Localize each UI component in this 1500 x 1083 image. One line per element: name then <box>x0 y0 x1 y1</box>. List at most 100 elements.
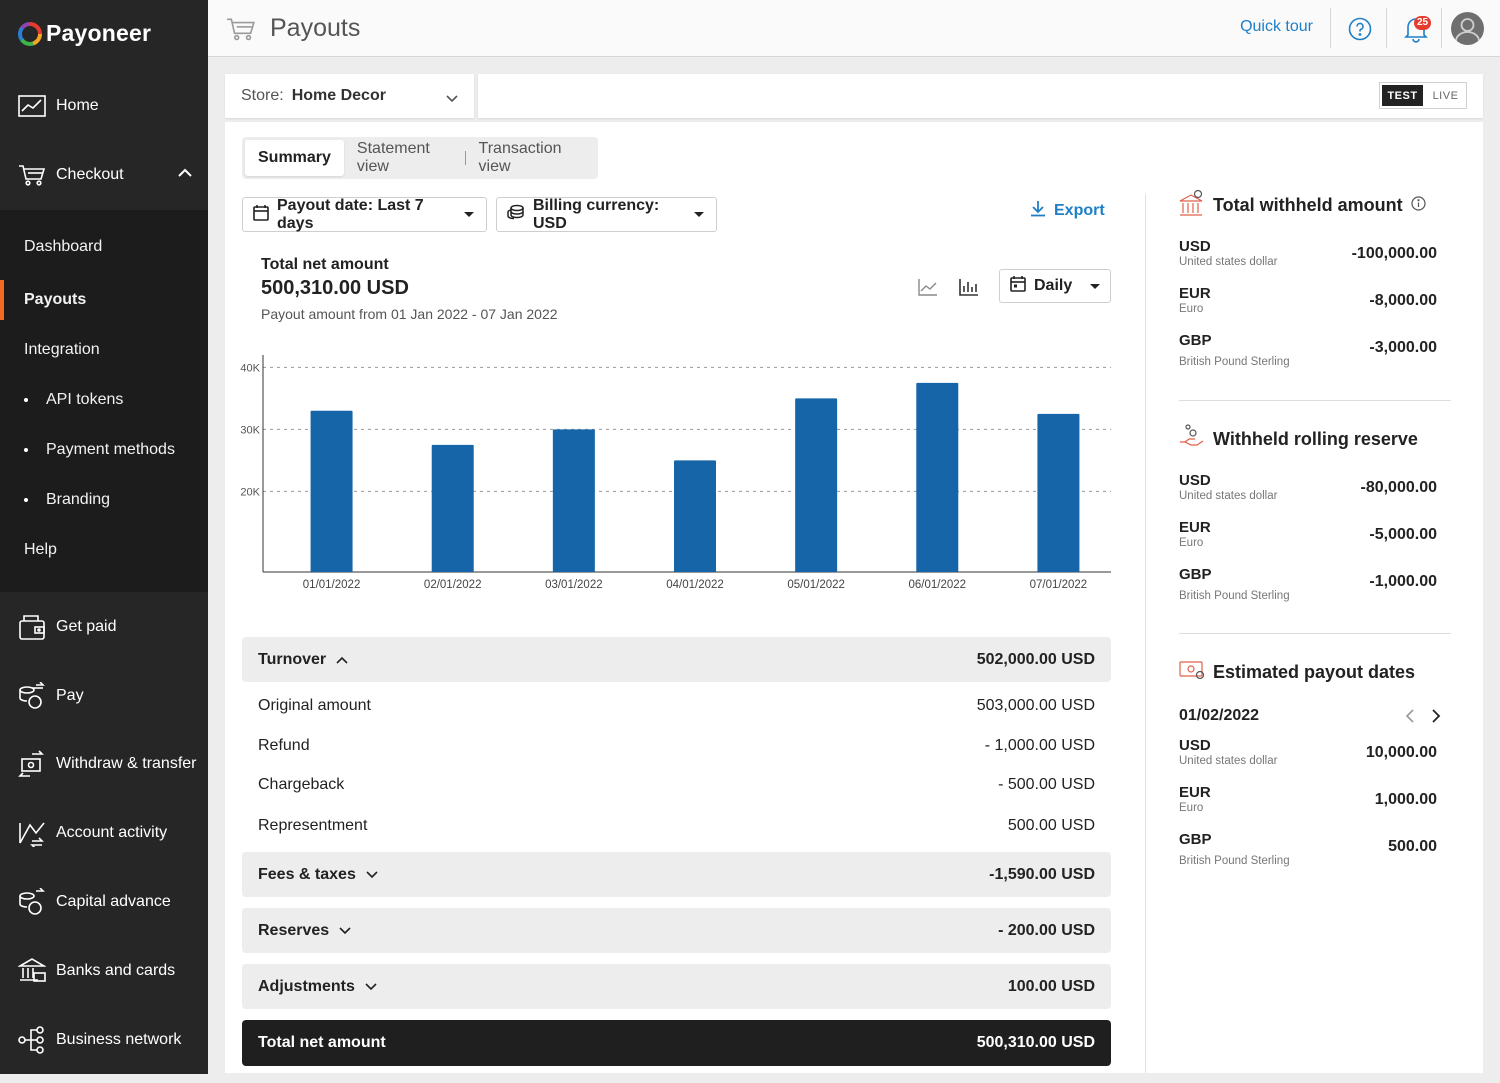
fees-value: -1,590.00 USD <box>989 865 1095 883</box>
sidebar-item-capital-advance[interactable]: Capital advance <box>0 872 208 932</box>
divider <box>1179 400 1451 401</box>
chart-bar <box>431 444 474 572</box>
currency-amount: -3,000.00 <box>1369 339 1437 356</box>
logo-ring-icon <box>18 21 42 46</box>
divider <box>1386 8 1387 48</box>
x-tick-label: 01/01/2022 <box>303 579 361 591</box>
divider <box>1330 8 1331 48</box>
export-label: Export <box>1054 202 1105 219</box>
cart-icon <box>226 16 256 47</box>
env-test[interactable]: TEST <box>1382 85 1423 106</box>
payout-date-filter[interactable]: Payout date: Last 7 days <box>242 197 487 232</box>
chevron-left-icon <box>1405 709 1414 723</box>
sidebar-item-api-tokens[interactable]: API tokens <box>0 380 208 420</box>
row-value: - 500.00 USD <box>998 776 1095 793</box>
row-label: Representment <box>258 817 368 834</box>
currency-name: British Pound Sterling <box>1179 590 1290 602</box>
activity-icon <box>18 819 46 847</box>
download-icon <box>1030 200 1046 222</box>
sidebar-item-label: Business network <box>56 1031 182 1048</box>
bar-chart-icon[interactable] <box>959 278 979 301</box>
calendar-icon <box>1010 275 1026 297</box>
billing-currency-label: Billing currency: USD <box>533 196 660 232</box>
environment-bar: TEST LIVE <box>478 74 1483 118</box>
currency-code: USD <box>1179 472 1211 489</box>
reserves-row[interactable]: Reserves - 200.00 USD <box>242 908 1111 953</box>
chevron-down-icon <box>365 982 377 990</box>
sidebar-item-dashboard[interactable]: Dashboard <box>24 238 103 255</box>
currency-code: EUR <box>1179 784 1211 801</box>
currency-amount: -1,000.00 <box>1369 573 1437 590</box>
sidebar-item-withdraw-transfer[interactable]: Withdraw & transfer <box>0 734 208 794</box>
chevron-up-icon[interactable] <box>178 165 192 183</box>
total-label: Total net amount <box>258 1034 386 1051</box>
estimated-date: 01/02/2022 <box>1179 707 1260 724</box>
network-icon <box>18 1026 46 1054</box>
line-chart-icon[interactable] <box>918 278 938 301</box>
sidebar-item-payouts[interactable]: Payouts <box>0 280 208 320</box>
hand-coin-icon <box>1179 423 1205 455</box>
currency-name: United states dollar <box>1179 755 1278 767</box>
sidebar-item-label: Home <box>56 97 99 114</box>
store-selector[interactable]: Store: Home Decor <box>225 74 474 118</box>
sidebar-item-get-paid[interactable]: Get paid <box>0 597 208 657</box>
sidebar: Payoneer Home Checkout Dashboard Payouts… <box>0 0 208 1074</box>
export-button[interactable]: Export <box>1030 200 1105 222</box>
withheld-panel: Total withheld amount USD United states … <box>1179 189 1451 379</box>
quick-tour-link[interactable]: Quick tour <box>1240 18 1313 35</box>
currency-code: GBP <box>1179 566 1212 583</box>
env-live[interactable]: LIVE <box>1432 89 1459 102</box>
chart-bar <box>674 460 716 572</box>
row-value: 500.00 USD <box>1007 817 1095 834</box>
avatar[interactable] <box>1451 12 1484 45</box>
adjustments-label: Adjustments <box>258 977 355 995</box>
help-icon[interactable] <box>1348 17 1372 46</box>
cart-icon <box>18 161 46 189</box>
chart-bar <box>552 429 595 572</box>
turnover-value: 502,000.00 USD <box>976 650 1095 668</box>
info-icon[interactable] <box>1411 195 1426 216</box>
sidebar-item-help[interactable]: Help <box>24 541 57 558</box>
env-toggle[interactable]: TEST LIVE <box>1379 82 1467 109</box>
brand-name: Payoneer <box>46 20 152 46</box>
payouts-card: Summary Statement view Transaction view … <box>225 122 1483 1073</box>
representment-row: Representment 500.00 USD <box>242 811 1111 841</box>
currency-code: GBP <box>1179 831 1212 848</box>
tab-summary[interactable]: Summary <box>245 140 344 176</box>
chevron-down-icon <box>366 870 378 878</box>
caret-down-icon <box>464 212 474 217</box>
y-tick-label: 20K <box>240 486 260 498</box>
currency-code: GBP <box>1179 332 1212 349</box>
sidebar-item-banks-cards[interactable]: Banks and cards <box>0 941 208 1001</box>
bank-coin-icon <box>1179 189 1205 221</box>
granularity-select[interactable]: Daily <box>999 269 1111 303</box>
billing-currency-filter[interactable]: Billing currency: USD <box>496 197 717 232</box>
payoneer-logo[interactable]: Payoneer <box>18 20 151 47</box>
total-value: 500,310.00 USD <box>976 1034 1095 1051</box>
currency-name: British Pound Sterling <box>1179 356 1290 368</box>
adjustments-value: 100.00 USD <box>1007 977 1095 995</box>
turnover-row[interactable]: Turnover 502,000.00 USD <box>242 637 1111 682</box>
tab-statement-view[interactable]: Statement view <box>356 140 430 175</box>
sidebar-item-checkout[interactable]: Checkout <box>0 145 208 205</box>
fees-taxes-row[interactable]: Fees & taxes -1,590.00 USD <box>242 852 1111 897</box>
sidebar-item-account-activity[interactable]: Account activity <box>0 803 208 863</box>
refund-row: Refund - 1,000.00 USD <box>242 731 1111 761</box>
currency-code: EUR <box>1179 285 1211 302</box>
sidebar-item-pay[interactable]: Pay <box>0 666 208 726</box>
calendar-icon <box>253 204 269 226</box>
currency-name: Euro <box>1179 303 1204 315</box>
currency-row: EUR Euro -5,000.00 <box>1179 519 1451 566</box>
sidebar-item-label: Withdraw & transfer <box>56 755 197 772</box>
adjustments-row[interactable]: Adjustments 100.00 USD <box>242 964 1111 1009</box>
x-tick-label: 05/01/2022 <box>787 579 845 591</box>
currency-amount: 1,000.00 <box>1374 791 1437 808</box>
sidebar-item-branding[interactable]: Branding <box>0 480 208 520</box>
sidebar-item-integration[interactable]: Integration <box>24 341 100 358</box>
sidebar-item-payment-methods[interactable]: Payment methods <box>0 430 208 470</box>
sidebar-item-business-network[interactable]: Business network <box>0 1010 208 1070</box>
turnover-label: Turnover <box>258 650 327 668</box>
sidebar-item-home[interactable]: Home <box>0 76 208 136</box>
currency-row: USD United states dollar -100,000.00 <box>1179 238 1451 285</box>
tab-transaction-view[interactable]: Transaction view <box>478 140 562 175</box>
